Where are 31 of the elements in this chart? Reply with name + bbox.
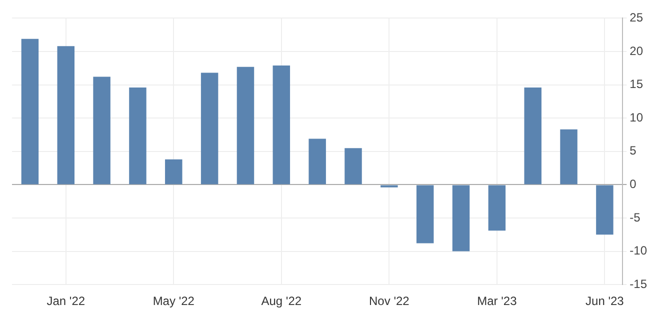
bar bbox=[596, 185, 614, 235]
bar bbox=[21, 38, 39, 184]
y-tick-label: 25 bbox=[630, 10, 644, 25]
bar bbox=[236, 66, 254, 184]
bar bbox=[93, 76, 110, 184]
bar bbox=[452, 185, 470, 252]
y-tick-label: -10 bbox=[630, 244, 648, 258]
y-tick-label: -15 bbox=[630, 276, 648, 291]
bar bbox=[57, 46, 75, 184]
bar bbox=[129, 87, 146, 184]
y-tick-label: 0 bbox=[630, 177, 637, 192]
bar bbox=[308, 138, 326, 184]
x-tick-label: Jun '23 bbox=[586, 294, 624, 308]
bar bbox=[524, 87, 542, 184]
bar bbox=[344, 148, 362, 184]
x-tick-label: Nov '22 bbox=[369, 294, 410, 308]
x-tick-label: Aug '22 bbox=[261, 294, 302, 308]
x-tick-label: May '22 bbox=[152, 294, 195, 308]
y-tick-label: 15 bbox=[630, 77, 644, 92]
y-tick-label: -5 bbox=[630, 210, 641, 224]
y-tick-label: 5 bbox=[630, 144, 637, 158]
bar bbox=[272, 65, 290, 184]
bar bbox=[200, 72, 218, 184]
y-tick-label: 10 bbox=[630, 110, 644, 124]
bar bbox=[488, 185, 506, 231]
bar bbox=[416, 185, 434, 244]
bar bbox=[165, 159, 182, 184]
bar bbox=[560, 129, 578, 184]
x-tick-label: Jan '22 bbox=[46, 294, 86, 308]
x-tick-label: Mar '23 bbox=[477, 294, 518, 308]
y-tick-label: 20 bbox=[630, 44, 644, 58]
